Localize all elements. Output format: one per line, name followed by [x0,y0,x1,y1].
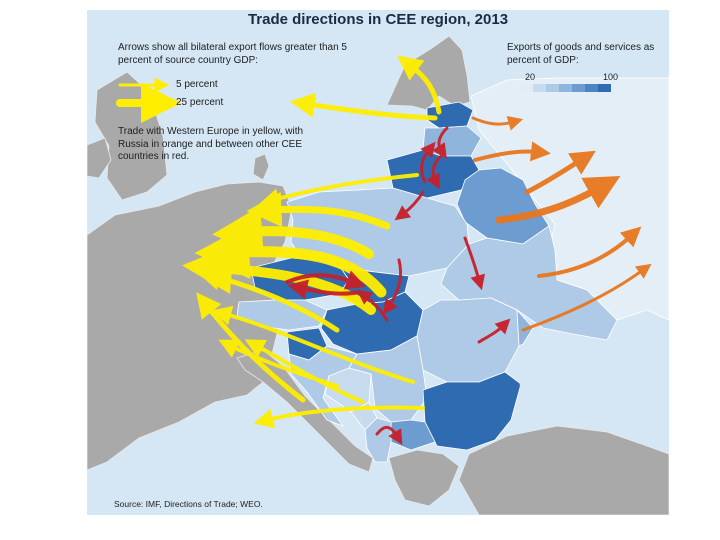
scale-step-3 [546,84,559,92]
flow-latvia-lithuania [426,154,443,190]
flow-belarus-ukraine [463,236,485,291]
flow-lithuania-west [259,173,419,209]
flow-poland-germany [246,192,391,230]
greece-land [388,449,460,507]
map-title: Trade directions in CEE region, 2013 [247,11,509,28]
flow-lithuania-poland [394,190,425,221]
flow-lithuania-latvia [420,141,436,184]
moldova-region [490,297,534,347]
color-scale-title: Exports of goods and services as percent… [507,42,655,66]
flow-lithuania-russia [473,141,551,162]
flow-belarus-russia-2 [524,150,596,195]
flow-estonia-finland [397,55,442,115]
estonia-region [426,101,474,129]
flow-estonia-latvia [432,126,449,159]
intra-cee-flows [285,126,511,446]
flow-ukraine-russia-1 [537,226,642,278]
flow-albania-macedonia [375,426,403,446]
source-note: Source: IMF, Directions of Trade; WEO. [114,499,263,509]
flow-slovakia-czech [287,279,361,300]
flow-estonia-russia [471,116,524,131]
colors-note: Trade with Western Europe in yellow, wit… [118,126,304,162]
map-figure: Trade directions in CEE region, 2013 Arr… [87,10,669,515]
turkey-land [458,425,669,515]
flow-bulgaria-italy [253,405,425,429]
flow-hungary-slovakia [356,289,389,322]
flow-bosnia-west [218,339,339,388]
flow-belarus-russia-1 [495,175,621,224]
romania-region [416,297,520,383]
flow-romania-moldova [477,318,511,344]
scale-step-1 [520,84,533,92]
color-scale-max-label: 100 [603,72,619,82]
russia-flows [471,116,652,332]
flow-czech-germany [212,205,374,259]
scale-step-7 [598,84,611,92]
trade-map [87,35,669,515]
flow-ukraine-russia-2 [521,263,652,332]
scale-step-5 [572,84,585,92]
denmark-land [252,153,270,181]
color-scale-min-label: 20 [525,72,536,82]
flow-romania-west [211,305,415,384]
scale-step-2 [533,84,546,92]
flow-slovakia-germany [194,224,387,298]
flow-ukraine-hungary [382,258,403,315]
color-scale-bar [520,84,611,92]
ireland-land [87,137,112,179]
scandinavia-land [386,35,471,111]
latvia-region [422,125,482,157]
flow-serbia-italy [244,339,365,404]
legend-label-5-percent: 5 percent [176,79,218,90]
flow-slovenia-germany [196,265,340,333]
scale-step-6 [585,84,598,92]
scale-step-4 [559,84,572,92]
flow-estonia-sweden [289,92,438,121]
black-sea [519,332,647,414]
legend-label-25-percent: 25 percent [176,97,224,108]
arrows-note: Arrows show all bilateral export flows g… [118,42,347,66]
